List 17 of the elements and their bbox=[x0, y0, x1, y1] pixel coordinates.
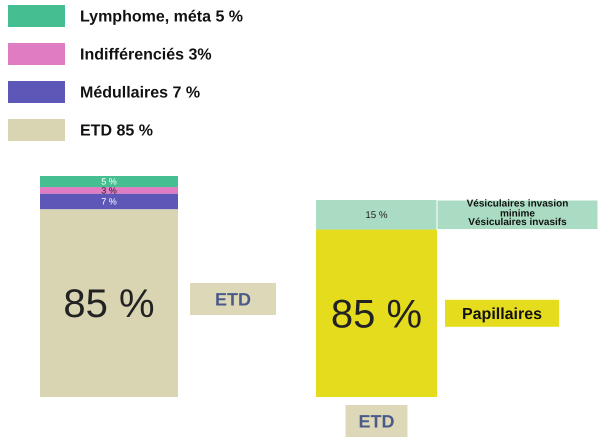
text: Vésiculaires invasifs bbox=[468, 216, 568, 228]
legend-label: Médullaires 7 % bbox=[80, 84, 200, 102]
bar bbox=[40, 187, 178, 194]
text: ETD bbox=[215, 289, 251, 310]
series-label: Papillaires bbox=[462, 306, 542, 323]
data-label: 7 % bbox=[101, 196, 117, 207]
data-label: 3 % bbox=[101, 186, 117, 196]
bar bbox=[40, 176, 178, 188]
data-label: 85 % bbox=[63, 282, 155, 326]
legend-label: Lymphome, méta 5 % bbox=[80, 8, 244, 26]
data-label: 15 % bbox=[365, 210, 388, 222]
legend-label: ETD 85 % bbox=[80, 122, 153, 140]
data-label: 85 % bbox=[330, 292, 422, 336]
bar bbox=[40, 209, 178, 397]
data-label: 5 % bbox=[101, 176, 117, 187]
bar bbox=[40, 194, 178, 210]
legend-label: Indifférenciés 3% bbox=[80, 46, 212, 64]
